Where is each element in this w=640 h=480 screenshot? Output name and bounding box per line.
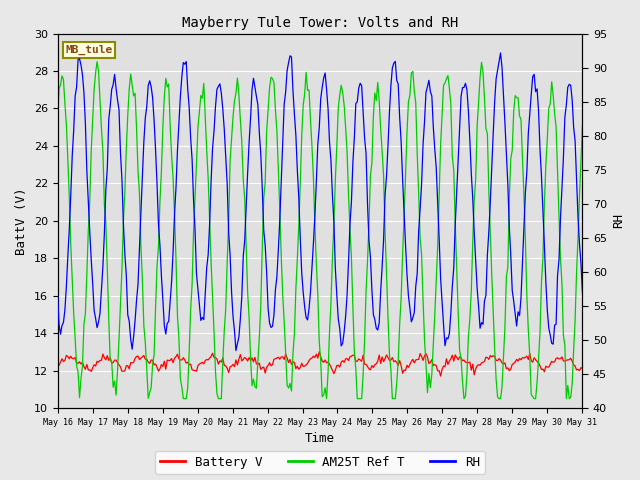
Y-axis label: BattV (V): BattV (V) <box>15 187 28 254</box>
Legend: Battery V, AM25T Ref T, RH: Battery V, AM25T Ref T, RH <box>155 451 485 474</box>
Y-axis label: RH: RH <box>612 213 625 228</box>
Text: MB_tule: MB_tule <box>65 45 113 55</box>
X-axis label: Time: Time <box>305 432 335 445</box>
Title: Mayberry Tule Tower: Volts and RH: Mayberry Tule Tower: Volts and RH <box>182 16 458 30</box>
